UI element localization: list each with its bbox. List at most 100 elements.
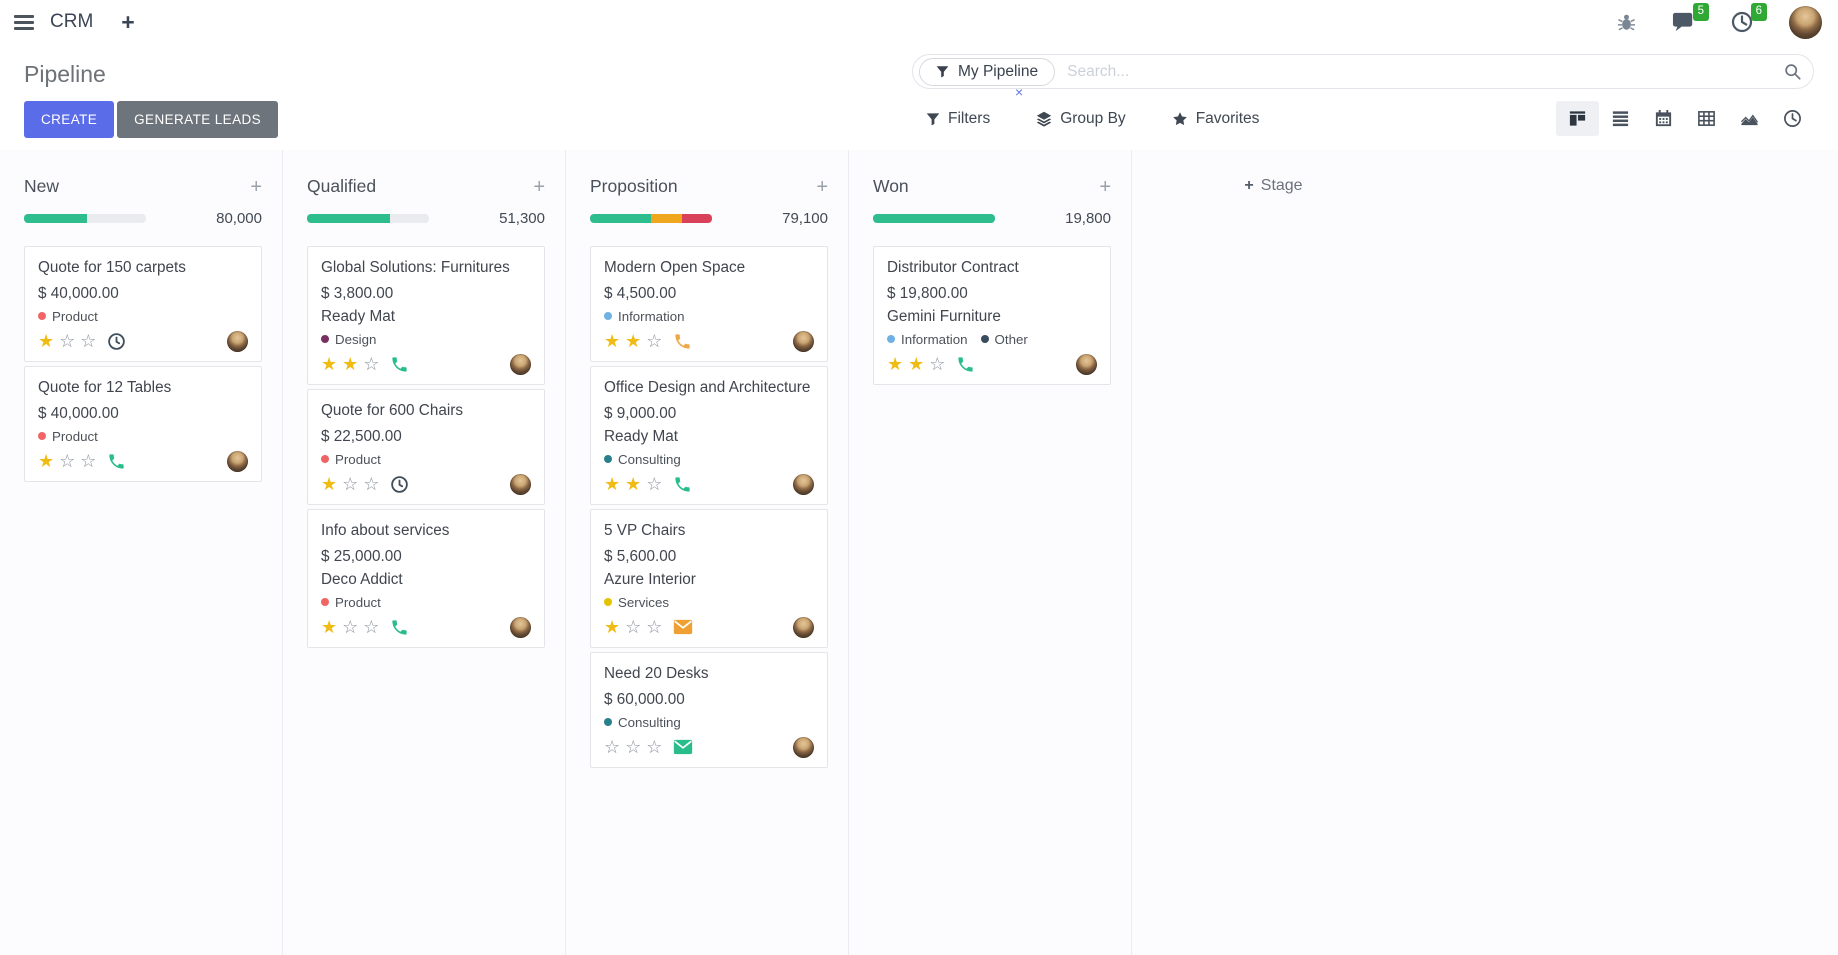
star-filled-icon[interactable]: ★ [38,331,55,352]
star-empty-icon[interactable]: ☆ [342,617,359,638]
priority-stars[interactable]: ★ ★ ☆ [887,355,945,373]
envelope-icon[interactable] [673,738,693,756]
app-name[interactable]: CRM [50,11,94,32]
star-filled-icon[interactable]: ★ [342,354,359,375]
bug-icon[interactable] [1617,13,1636,32]
search-facet[interactable]: My Pipeline [919,57,1056,86]
stage-quick-add-icon[interactable]: + [533,175,545,198]
star-filled-icon[interactable]: ★ [604,474,621,495]
stage-progressbar[interactable] [307,214,429,223]
star-filled-icon[interactable]: ★ [604,617,621,638]
salesperson-avatar[interactable] [510,616,531,638]
star-filled-icon[interactable]: ★ [604,331,621,352]
stage-name[interactable]: New [24,176,60,196]
envelope-icon[interactable] [673,618,693,636]
stage-progressbar[interactable] [24,214,146,223]
stage-quick-add-icon[interactable]: + [1099,175,1111,198]
priority-stars[interactable]: ★ ☆ ☆ [604,618,662,636]
star-filled-icon[interactable]: ★ [887,354,904,375]
star-filled-icon[interactable]: ★ [625,474,642,495]
star-empty-icon[interactable]: ☆ [80,451,97,472]
star-empty-icon[interactable]: ☆ [646,474,663,495]
clock-icon[interactable] [107,332,126,351]
kanban-card[interactable]: Need 20 Desks $ 60,000.00 Consulting ☆ ☆ ☆ [590,651,828,768]
phone-icon[interactable] [956,355,975,374]
star-empty-icon[interactable]: ☆ [646,331,663,352]
phone-icon[interactable] [673,475,692,494]
star-empty-icon[interactable]: ☆ [625,617,642,638]
activities-clock-icon[interactable]: 6 [1731,3,1767,33]
star-filled-icon[interactable]: ★ [908,354,925,375]
search-input[interactable] [1067,62,1784,81]
priority-stars[interactable]: ☆ ☆ ☆ [604,738,662,756]
search-bar[interactable]: My Pipeline × [912,54,1814,100]
kanban-card[interactable]: Modern Open Space $ 4,500.00 Information… [590,246,828,362]
salesperson-avatar[interactable] [510,353,531,375]
priority-stars[interactable]: ★ ☆ ☆ [38,452,96,470]
salesperson-avatar[interactable] [793,473,814,495]
salesperson-avatar[interactable] [793,330,814,352]
phone-icon[interactable] [107,452,126,471]
stage-name[interactable]: Qualified [307,176,377,196]
salesperson-avatar[interactable] [227,330,248,352]
salesperson-avatar[interactable] [793,736,814,758]
clock-icon[interactable] [390,475,409,494]
star-empty-icon[interactable]: ☆ [59,331,76,352]
kanban-card[interactable]: Quote for 12 Tables $ 40,000.00 Product … [24,365,262,482]
stage-name[interactable]: Proposition [590,176,678,196]
messages-icon[interactable]: 5 [1672,3,1709,33]
kanban-card[interactable]: Info about services $ 25,000.00 Deco Add… [307,508,545,648]
star-empty-icon[interactable]: ☆ [625,737,642,757]
kanban-card[interactable]: Distributor Contract $ 19,800.00 Gemini … [873,246,1111,385]
star-filled-icon[interactable]: ★ [625,331,642,352]
star-filled-icon[interactable]: ★ [38,451,55,472]
stage-name[interactable]: Won [873,176,909,196]
calendar-view-button[interactable] [1642,101,1685,136]
facet-remove-icon[interactable]: × [1015,84,1024,100]
pivot-view-button[interactable] [1685,101,1728,136]
kanban-card[interactable]: Quote for 600 Chairs $ 22,500.00 Product… [307,388,545,505]
filters-button[interactable]: Filters [926,110,990,128]
phone-icon[interactable] [673,332,692,351]
phone-icon[interactable] [390,618,409,637]
star-filled-icon[interactable]: ★ [321,354,338,375]
apps-menu-icon[interactable] [14,14,34,30]
kanban-view-button[interactable] [1556,101,1599,136]
salesperson-avatar[interactable] [227,450,248,472]
create-button[interactable]: CREATE [24,101,115,138]
activity-view-button[interactable] [1771,101,1814,136]
stage-progressbar[interactable] [590,214,712,223]
star-empty-icon[interactable]: ☆ [363,617,380,638]
kanban-card[interactable]: Office Design and Architecture $ 9,000.0… [590,365,828,505]
kanban-card[interactable]: Global Solutions: Furnitures $ 3,800.00 … [307,246,545,385]
star-empty-icon[interactable]: ☆ [59,451,76,472]
star-empty-icon[interactable]: ☆ [646,617,663,638]
salesperson-avatar[interactable] [793,616,814,638]
priority-stars[interactable]: ★ ★ ☆ [604,332,662,350]
add-stage-button[interactable]: + Stage [1132,150,1415,955]
star-empty-icon[interactable]: ☆ [363,354,380,375]
add-tab-icon[interactable]: + [121,8,135,35]
generate-leads-button[interactable]: GENERATE LEADS [117,101,279,138]
graph-view-button[interactable] [1728,101,1771,136]
star-empty-icon[interactable]: ☆ [80,331,97,352]
priority-stars[interactable]: ★ ☆ ☆ [321,618,379,636]
favorites-button[interactable]: Favorites [1172,110,1259,128]
stage-quick-add-icon[interactable]: + [816,175,828,198]
star-empty-icon[interactable]: ☆ [929,354,946,375]
kanban-card[interactable]: Quote for 150 carpets $ 40,000.00 Produc… [24,246,262,362]
star-empty-icon[interactable]: ☆ [342,474,359,495]
priority-stars[interactable]: ★ ★ ☆ [604,475,662,493]
salesperson-avatar[interactable] [510,473,531,495]
star-filled-icon[interactable]: ★ [321,474,338,495]
stage-progressbar[interactable] [873,214,995,223]
priority-stars[interactable]: ★ ★ ☆ [321,355,379,373]
search-icon[interactable] [1784,63,1801,80]
priority-stars[interactable]: ★ ☆ ☆ [321,475,379,493]
star-empty-icon[interactable]: ☆ [604,737,621,757]
phone-icon[interactable] [390,355,409,374]
list-view-button[interactable] [1599,101,1642,136]
user-avatar[interactable] [1789,5,1822,39]
star-empty-icon[interactable]: ☆ [363,474,380,495]
priority-stars[interactable]: ★ ☆ ☆ [38,332,96,350]
